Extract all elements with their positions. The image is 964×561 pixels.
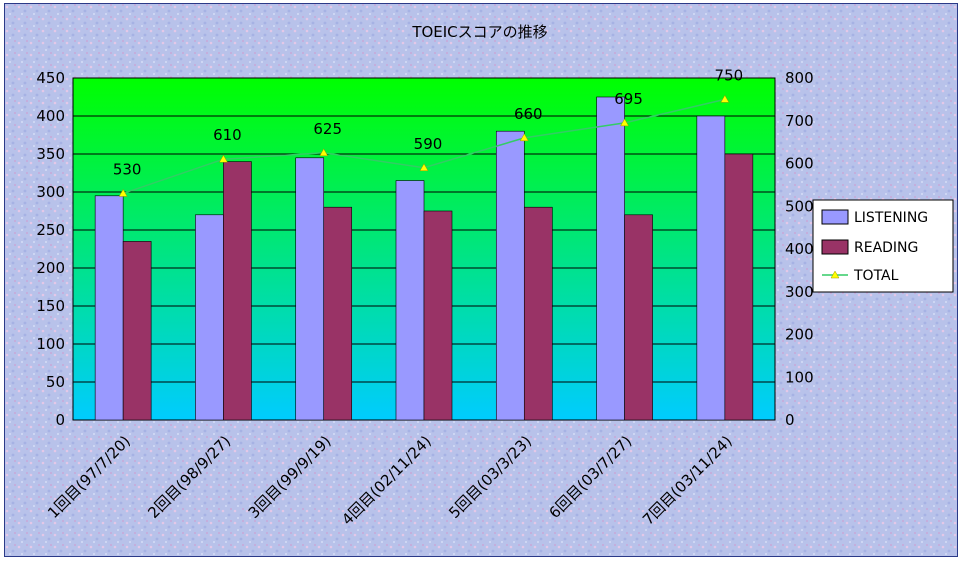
total-data-label: 750 <box>715 66 744 84</box>
total-marker <box>118 188 128 197</box>
bar-reading <box>223 161 252 421</box>
bar-listening <box>495 130 525 421</box>
legend-label-total: TOTAL <box>853 268 899 284</box>
total-marker <box>218 154 228 163</box>
left-tick-label: 50 <box>46 373 65 391</box>
right-tick-label: 700 <box>785 112 814 130</box>
total-data-label: 610 <box>213 126 242 144</box>
total-data-label: 625 <box>313 120 342 138</box>
left-tick-label: 450 <box>36 69 65 87</box>
chart-svg: TOEICスコアの推移 050100150200250300350400450 … <box>5 4 957 556</box>
total-data-label: 695 <box>614 90 643 108</box>
right-tick-label: 100 <box>785 368 814 386</box>
total-marker <box>419 163 429 172</box>
total-marker <box>720 94 730 103</box>
legend: LISTENING READING TOTAL <box>812 199 954 293</box>
bar-reading <box>523 206 553 421</box>
bar-listening <box>195 214 224 421</box>
right-tick-label: 200 <box>785 326 814 344</box>
left-tick-label: 350 <box>36 145 65 163</box>
left-tick-label: 400 <box>36 107 65 125</box>
bar-listening <box>295 157 325 421</box>
bars <box>94 96 754 421</box>
right-axis: 0 100 200 300 400 500 600 700 800 <box>785 69 814 429</box>
bar-reading <box>423 210 453 421</box>
legend-label-listening: LISTENING <box>854 210 928 226</box>
bar-reading <box>724 153 754 421</box>
right-tick-label: 0 <box>785 411 795 429</box>
bar-listening <box>94 195 124 421</box>
total-marker <box>620 118 630 127</box>
left-tick-label: 250 <box>36 221 65 239</box>
bar-listening <box>596 96 625 421</box>
right-tick-label: 600 <box>785 155 814 173</box>
right-tick-label: 400 <box>785 240 814 258</box>
bar-reading <box>323 206 353 421</box>
total-marker <box>319 148 329 157</box>
bar-listening <box>395 180 425 421</box>
right-tick-label: 800 <box>785 69 814 87</box>
total-marker <box>519 133 529 142</box>
left-tick-label: 300 <box>36 183 65 201</box>
right-tick-label: 500 <box>785 197 814 215</box>
chart-window: TOEICスコアの推移 0 50 100 150 200 250 300 350 400 450 … <box>4 3 958 557</box>
bar-reading <box>122 241 152 421</box>
legend-swatch-listening <box>821 209 849 225</box>
legend-swatch-reading <box>821 239 849 255</box>
total-data-label: 530 <box>113 160 142 178</box>
bar-listening <box>696 115 726 421</box>
bar-reading <box>624 214 653 421</box>
left-tick-label: 0 <box>55 411 65 429</box>
left-tick-label: 200 <box>36 259 65 277</box>
left-tick-label: 100 <box>36 335 65 353</box>
total-line: 530 610 625 590 660 695 750 <box>113 66 744 197</box>
right-tick-label: 300 <box>785 283 814 301</box>
legend-label-reading: READING <box>854 240 918 256</box>
legend-marker-total <box>830 270 840 279</box>
chart-title: TOEICスコアの推移 <box>411 23 547 41</box>
total-data-label: 590 <box>414 135 443 153</box>
total-data-label: 660 <box>514 105 543 123</box>
left-axis: 0 50 100 150 200 250 300 350 400 450 <box>36 69 65 429</box>
left-tick-label: 150 <box>36 297 65 315</box>
